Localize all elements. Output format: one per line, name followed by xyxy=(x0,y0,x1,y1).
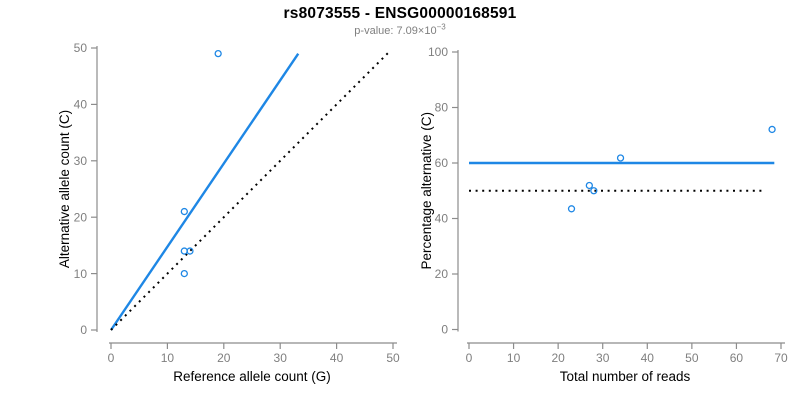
right-plot-data-point xyxy=(590,187,598,195)
figure-subtitle: p-value: 7.09×10−3 xyxy=(0,22,800,37)
left-plot-x-tick-label: 20 xyxy=(217,351,231,365)
right-plot-y-tick-label: 100 xyxy=(428,45,448,59)
left-plot-x-tick-label: 50 xyxy=(386,351,400,365)
left-plot-data-point xyxy=(180,207,188,216)
right-plot-data-point xyxy=(567,205,576,213)
left-plot-data-point xyxy=(214,49,222,58)
left-plot-x-tick-label: 0 xyxy=(108,351,115,365)
left-plot-y-tick-label: 0 xyxy=(80,323,87,337)
right-plot-data-point xyxy=(585,181,593,190)
left-plot-data-point xyxy=(180,269,188,278)
left-plot-y-tick-label: 50 xyxy=(74,41,88,55)
right-plot-x-tick-label: 50 xyxy=(685,351,699,365)
left-plot-y-tick-label: 10 xyxy=(74,267,88,281)
right-plot-y-tick-label: 0 xyxy=(441,323,448,337)
left-plot-x-tick-label: 30 xyxy=(274,351,288,365)
left-plot-x-tick-label: 40 xyxy=(330,351,344,365)
right-plot-x-tick-label: 20 xyxy=(551,351,565,365)
right-plot-x-tick-label: 0 xyxy=(466,351,473,365)
left-plot-y-tick-label: 30 xyxy=(74,154,88,168)
left-plot-y-tick-label: 40 xyxy=(74,98,88,112)
left-plot-x-axis-title: Reference allele count (G) xyxy=(173,369,331,384)
figure-title: rs8073555 - ENSG00000168591 xyxy=(283,5,517,22)
right-plot-x-axis-title: Total number of reads xyxy=(560,369,691,384)
right-plot-x-tick-label: 70 xyxy=(774,351,788,365)
right-plot-y-axis-title: Percentage alternative (C) xyxy=(419,112,434,270)
left-plot-identity-line xyxy=(110,51,390,331)
right-plot-y-tick-label: 80 xyxy=(435,101,449,115)
right-plot-x-tick-label: 40 xyxy=(641,351,655,365)
right-plot-x-tick-label: 60 xyxy=(730,351,744,365)
left-plot-y-axis-title: Alternative allele count (C) xyxy=(57,110,72,268)
right-plot-x-tick-label: 30 xyxy=(596,351,610,365)
right-plot-data-point xyxy=(616,154,625,162)
left-plot-x-tick-label: 10 xyxy=(161,351,175,365)
left-plot-regression-line xyxy=(110,52,300,331)
pvalue-exponent: −3 xyxy=(436,22,446,32)
left-plot-y-tick-label: 20 xyxy=(74,210,88,224)
right-plot-y-tick-label: 60 xyxy=(435,156,449,170)
right-plot-y-tick-label: 40 xyxy=(435,212,449,226)
pvalue-text: p-value: 7.09×10 xyxy=(354,25,437,37)
right-plot-y-tick-label: 20 xyxy=(435,267,449,281)
right-plot-x-tick-label: 10 xyxy=(507,351,521,365)
right-plot-data-point xyxy=(768,125,776,134)
left-plot-data-point xyxy=(186,247,194,255)
